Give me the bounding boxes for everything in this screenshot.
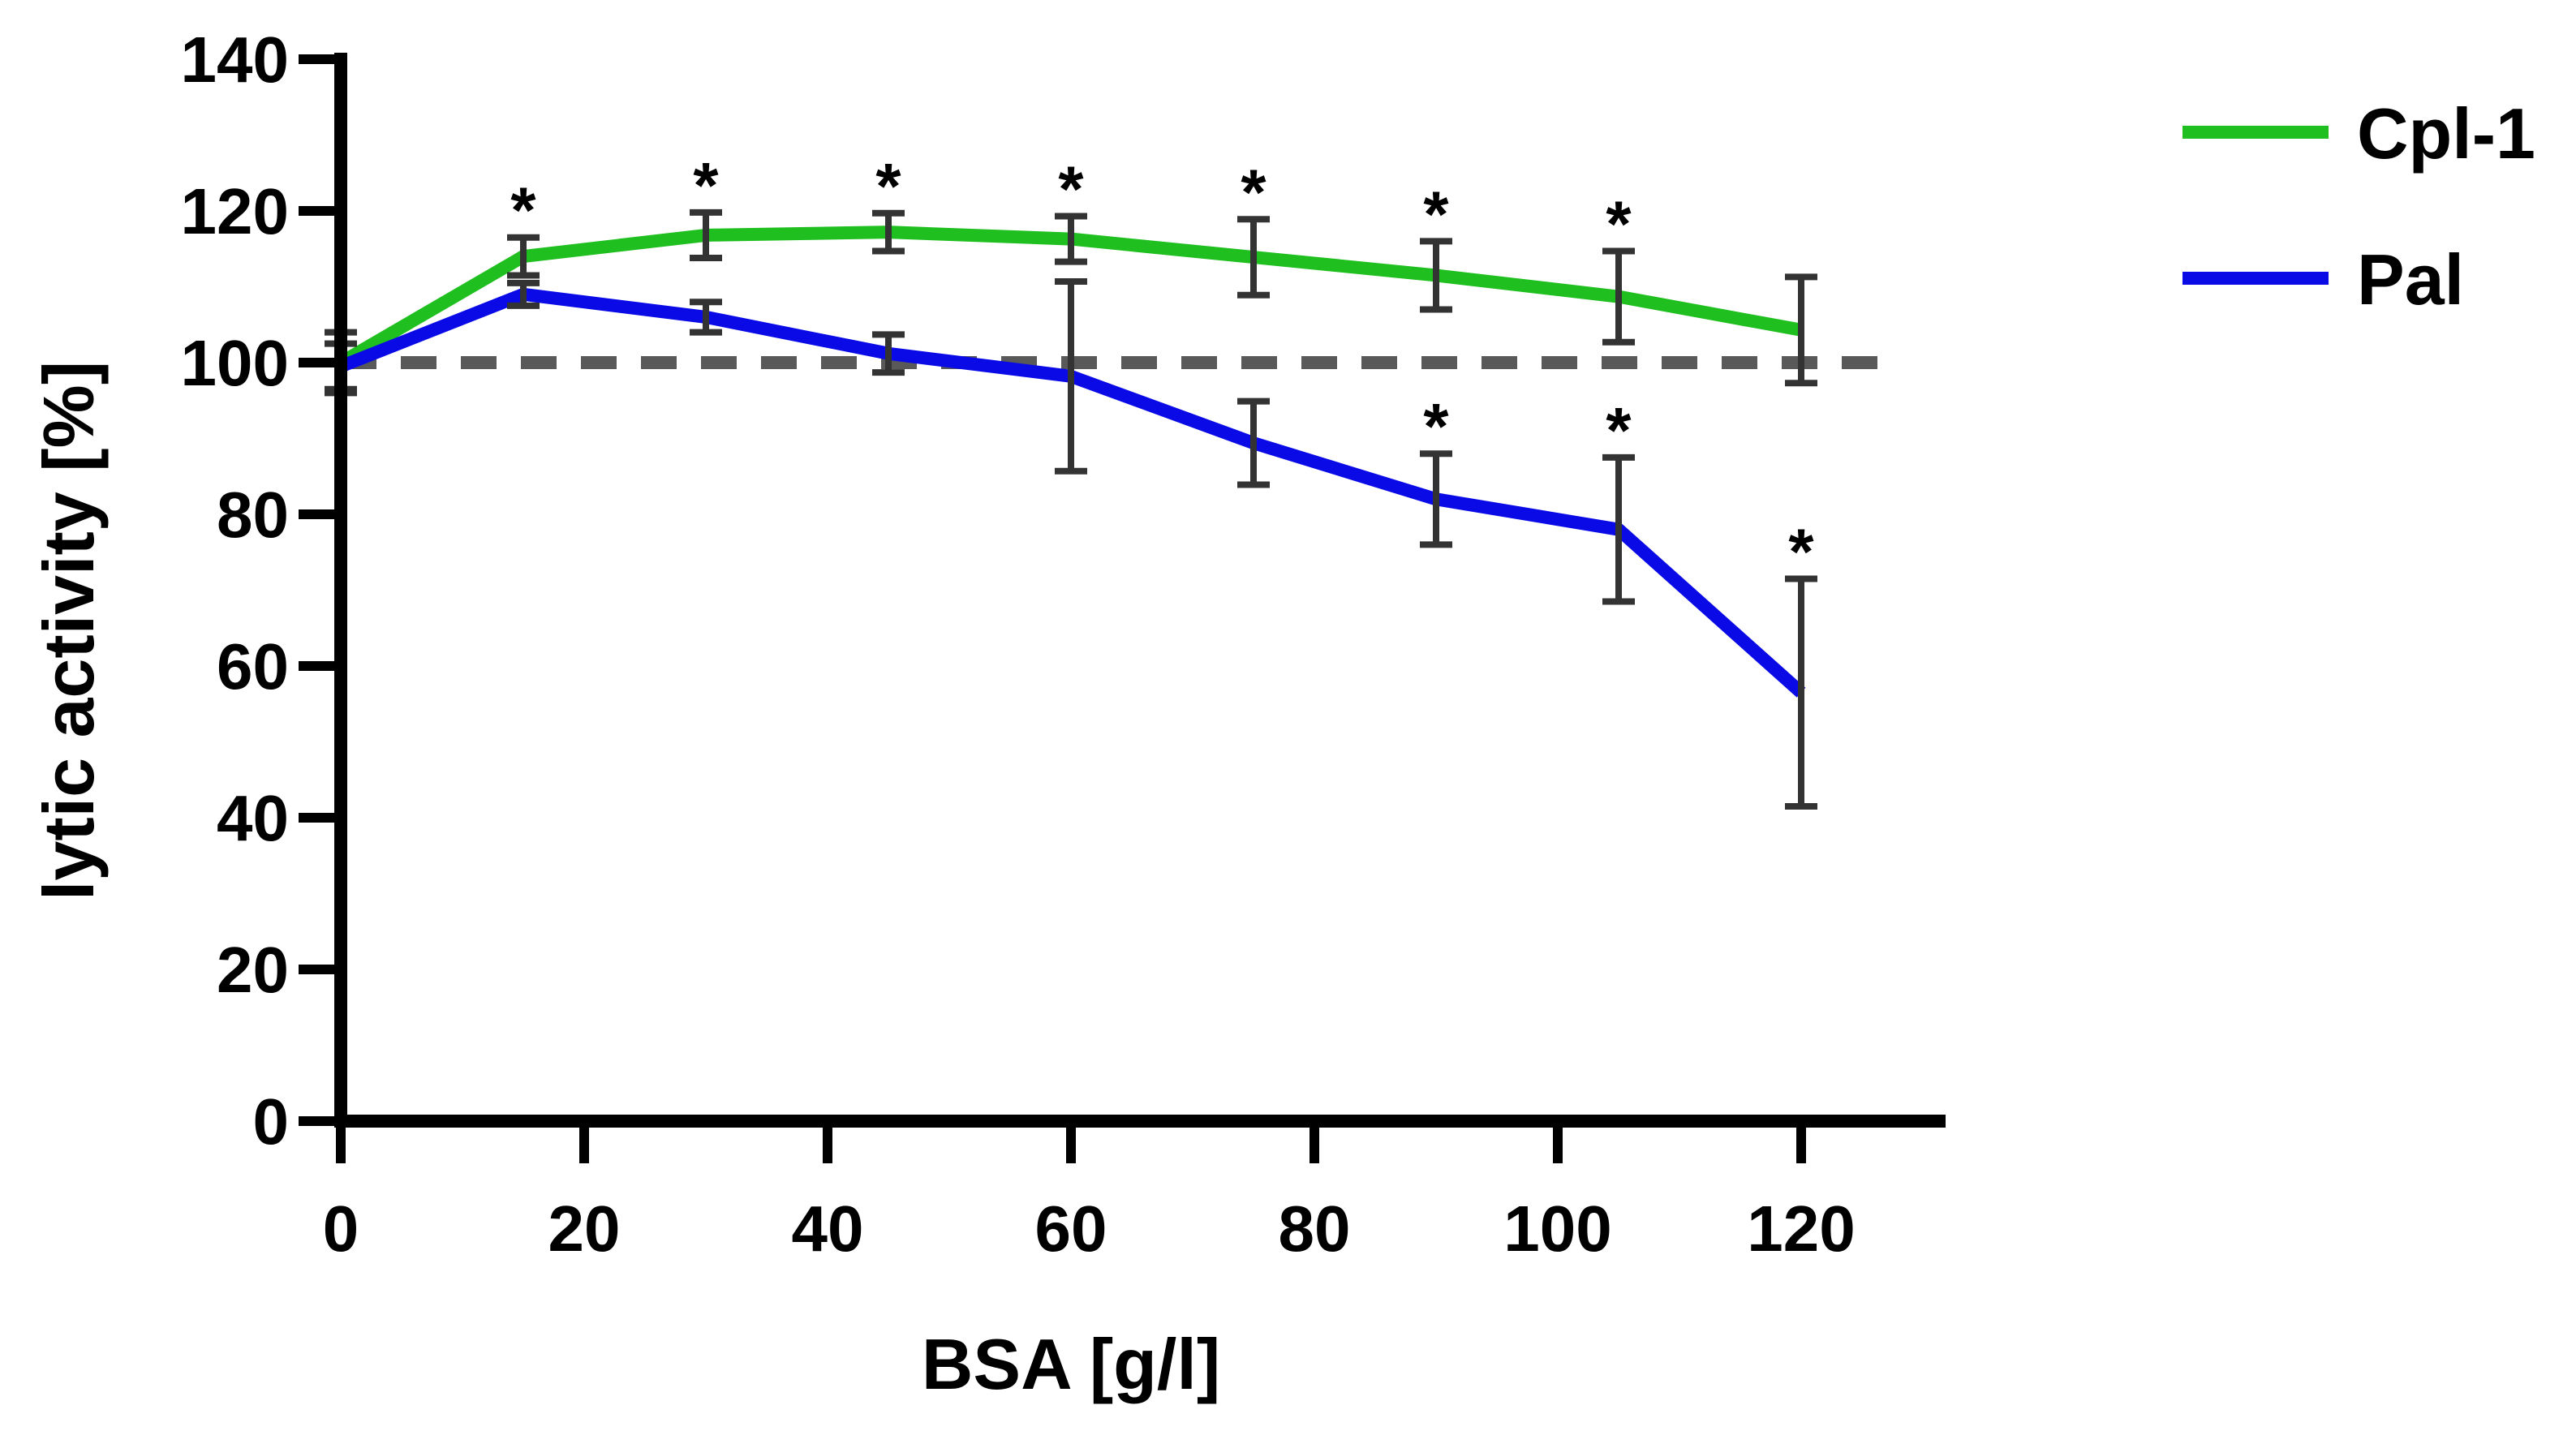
error-bar-pal-60 (1055, 277, 1087, 475)
y-ticks: 0 20 40 60 80 100 120 140 (181, 24, 341, 1158)
error-bar-pal-120 (1785, 575, 1817, 810)
x-tick-label-20: 20 (548, 1192, 621, 1265)
error-bar-pal-105 (1602, 453, 1635, 605)
y-tick-label-140: 140 (181, 24, 289, 96)
y-tick-label-0: 0 (253, 1085, 290, 1158)
legend-label-cpl-1: Cpl-1 (2357, 93, 2535, 174)
y-tick-label-100: 100 (181, 327, 289, 399)
error-bar-cpl-1-105 (1602, 247, 1635, 346)
y-axis-title: lytic activity [%] (28, 361, 109, 900)
legend: Cpl-1 Pal (2183, 93, 2535, 320)
error-bar-layer (325, 208, 1817, 810)
significance-star-cpl-1-60: * (1058, 153, 1084, 226)
legend-label-pal: Pal (2357, 239, 2464, 320)
x-tick-label-0: 0 (323, 1192, 359, 1265)
x-tick-label-60: 60 (1035, 1192, 1107, 1265)
error-bar-pal-90 (1420, 450, 1452, 548)
error-bar-cpl-1-45 (872, 209, 905, 255)
error-bar-pal-30 (690, 299, 722, 336)
error-bar-pal-45 (872, 331, 905, 376)
significance-star-cpl-1-15: * (510, 174, 536, 247)
significance-star-pal-105: * (1606, 394, 1632, 466)
error-bar-cpl-1-120 (1785, 273, 1817, 387)
axes (334, 53, 1946, 1128)
x-tick-label-80: 80 (1279, 1192, 1351, 1265)
x-ticks: 0 20 40 60 80 100 120 (323, 1121, 1856, 1265)
significance-star-pal-90: * (1423, 390, 1449, 462)
significance-star-cpl-1-45: * (875, 150, 901, 222)
x-tick-label-40: 40 (792, 1192, 864, 1265)
y-tick-label-20: 20 (217, 934, 289, 1006)
error-bar-cpl-1-60 (1055, 213, 1087, 265)
error-bar-cpl-1-90 (1420, 238, 1452, 313)
error-bar-cpl-1-15 (507, 234, 540, 279)
y-tick-label-40: 40 (217, 782, 289, 854)
x-tick-label-100: 100 (1503, 1192, 1611, 1265)
y-tick-label-120: 120 (181, 175, 289, 247)
significance-star-cpl-1-105: * (1606, 188, 1632, 260)
error-bar-pal-15 (507, 279, 540, 309)
x-tick-label-120: 120 (1747, 1192, 1855, 1265)
error-bar-cpl-1-30 (690, 208, 722, 261)
y-tick-label-80: 80 (217, 479, 289, 551)
y-tick-label-60: 60 (217, 630, 289, 703)
error-bar-cpl-1-75 (1237, 216, 1270, 299)
significance-star-cpl-1-90: * (1423, 178, 1449, 250)
significance-star-pal-120: * (1788, 515, 1814, 587)
significance-marker-layer: * * * * * * * * * * (510, 149, 1814, 588)
significance-star-cpl-1-30: * (693, 149, 719, 221)
error-bar-pal-75 (1237, 398, 1270, 488)
x-axis-title: BSA [g/l] (922, 1324, 1220, 1404)
significance-star-cpl-1-75: * (1241, 156, 1266, 228)
